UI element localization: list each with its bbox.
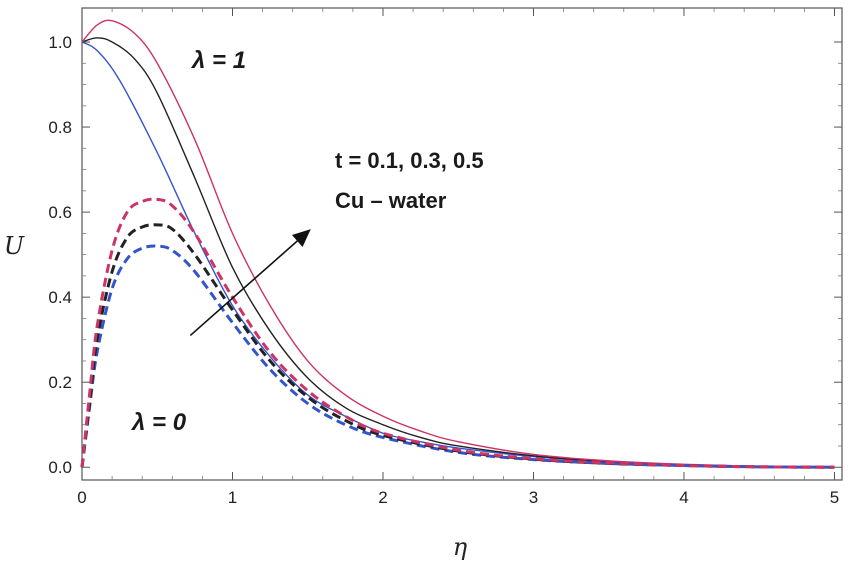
ticks-layer: 0 1 2 3 4 5 0.0 0.2 0.4 0.6 0.8 1.0	[48, 8, 842, 507]
trend-arrow-head	[291, 229, 311, 248]
plot-frame	[81, 7, 843, 481]
annotation-t-values: t = 0.1, 0.3, 0.5	[335, 148, 484, 173]
x-tick-label: 5	[830, 488, 839, 507]
y-tick-label: 0.8	[48, 118, 72, 137]
solid-curve-1	[81, 37, 835, 468]
annotation-lambda-1: λ = 1	[190, 47, 246, 74]
arrow-layer	[189, 229, 311, 337]
dashed-curve-4	[80, 223, 835, 469]
x-tick-label: 0	[77, 488, 86, 507]
x-tick-label: 2	[378, 488, 387, 507]
annotation-fluid: Cu – water	[335, 188, 447, 213]
y-tick-label: 0.0	[48, 458, 72, 477]
trend-arrow-shaft	[189, 240, 298, 337]
x-tick-label: 3	[529, 488, 538, 507]
y-tick-label: 1.0	[48, 33, 72, 52]
y-axis-title: U	[4, 232, 25, 260]
solid-curve-0	[81, 41, 835, 468]
solid-curve-2	[81, 19, 835, 468]
x-tick-label: 1	[228, 488, 237, 507]
y-tick-label: 0.6	[48, 203, 72, 222]
dashed-curve-5	[80, 197, 835, 469]
x-tick-label: 4	[679, 488, 688, 507]
annotation-lambda-0: λ = 0	[130, 409, 187, 436]
x-axis-title: η	[453, 533, 468, 561]
y-tick-label: 0.4	[48, 288, 72, 307]
dashed-curve-3	[80, 244, 835, 469]
y-tick-label: 0.2	[48, 373, 72, 392]
curves-layer	[80, 19, 835, 469]
